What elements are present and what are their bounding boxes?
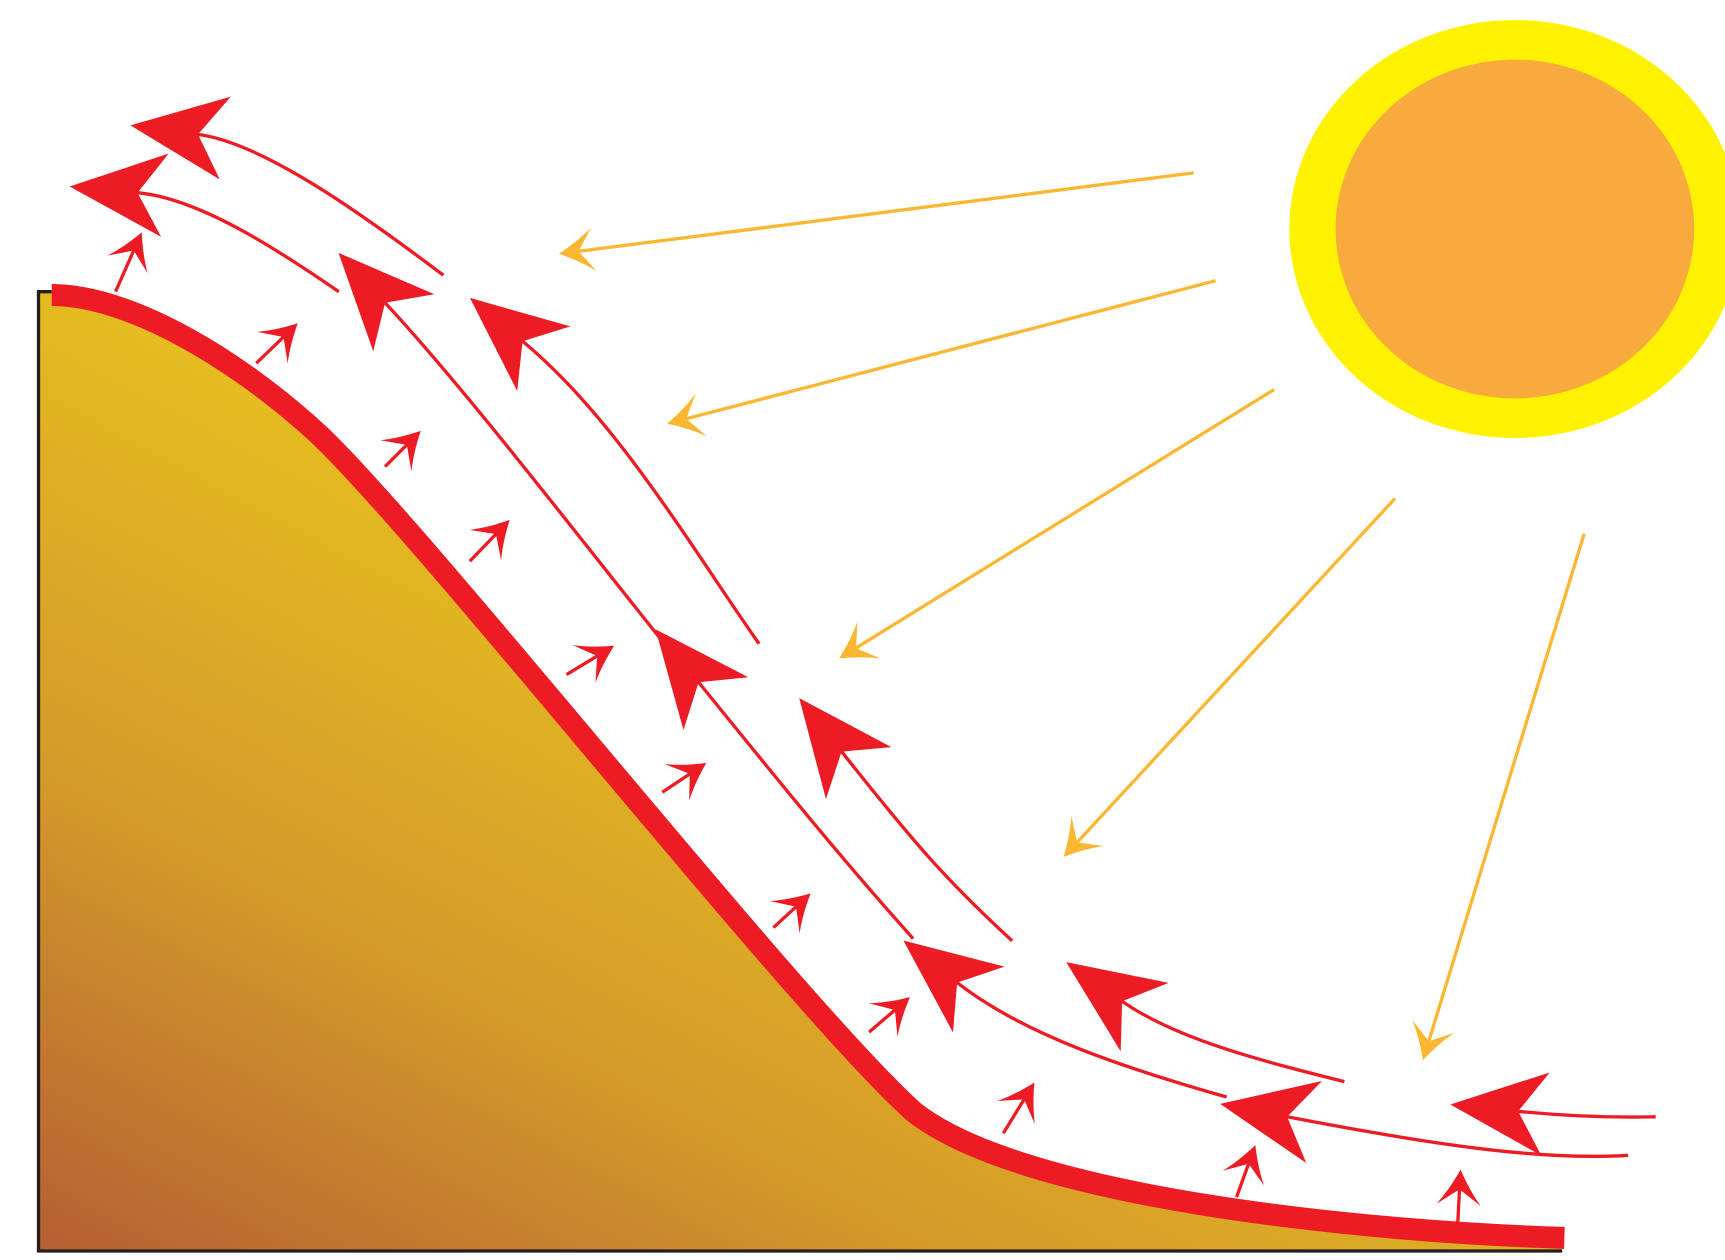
heat-arrows <box>107 232 1481 1225</box>
sun <box>1335 59 1695 399</box>
sun-ray <box>558 171 1194 272</box>
heat-arrow <box>661 762 707 801</box>
heated-surface <box>51 284 1565 1249</box>
sun-rays <box>558 171 1586 1061</box>
airflow-line <box>469 297 761 645</box>
heat-arrow <box>380 430 421 472</box>
airflow <box>69 96 1656 1164</box>
heat-arrow <box>868 997 910 1037</box>
airflow-line <box>1066 962 1345 1084</box>
sun-ray <box>1412 533 1586 1061</box>
airflow-line <box>655 629 915 940</box>
sun-ray <box>667 279 1217 437</box>
heat-arrow <box>1436 1169 1481 1225</box>
sun-ray <box>839 388 1275 659</box>
airflow-line <box>903 940 1228 1099</box>
airflow-line <box>338 252 662 640</box>
ground-border <box>36 290 1563 1253</box>
heat-arrow <box>255 323 298 365</box>
airflow-line <box>1220 1080 1629 1164</box>
airflow-line <box>1450 1072 1656 1156</box>
airflow-line <box>130 96 445 277</box>
ground <box>38 291 1563 1252</box>
heat-arrow <box>769 893 811 934</box>
heat-arrow <box>107 232 148 293</box>
heat-arrow <box>997 1082 1035 1135</box>
heat-arrow <box>1222 1145 1265 1198</box>
airflow-line <box>69 153 340 294</box>
airflow-line <box>799 698 1014 943</box>
heat-arrow <box>468 519 510 563</box>
heat-arrow <box>565 645 615 683</box>
sun-ray <box>1063 497 1397 857</box>
